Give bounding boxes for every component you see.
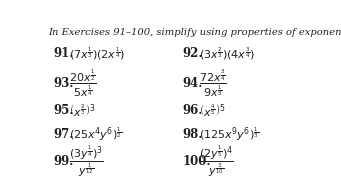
Text: $(7x^{\frac{1}{3}})(2x^{\frac{1}{4}})$: $(7x^{\frac{1}{3}})(2x^{\frac{1}{4}})$ [69,45,125,62]
Text: $\dfrac{72x^{\frac{3}{4}}}{9x^{\frac{1}{3}}}$: $\dfrac{72x^{\frac{3}{4}}}{9x^{\frac{1}{… [198,68,226,99]
Text: 93.: 93. [53,77,74,90]
Text: 94.: 94. [183,77,203,90]
Text: $(125x^{9}y^{6})^{\frac{1}{3}}$: $(125x^{9}y^{6})^{\frac{1}{3}}$ [198,126,259,143]
Text: $(25x^{4}y^{6})^{\frac{1}{2}}$: $(25x^{4}y^{6})^{\frac{1}{2}}$ [69,126,122,143]
Text: 100.: 100. [183,155,211,168]
Text: $\dfrac{(2y^{\frac{1}{5}})^{4}}{y^{\frac{3}{10}}}$: $\dfrac{(2y^{\frac{1}{5}})^{4}}{y^{\frac… [198,144,234,179]
Text: 91.: 91. [53,47,74,60]
Text: In Exercises 91–100, simplify using properties of exponents.: In Exercises 91–100, simplify using prop… [48,28,341,37]
Text: 99.: 99. [53,155,74,168]
Text: 92.: 92. [183,47,203,60]
Text: $\left(x^{\frac{2}{3}}\right)^{3}$: $\left(x^{\frac{2}{3}}\right)^{3}$ [69,103,96,119]
Text: $(3x^{\frac{2}{3}})(4x^{\frac{3}{4}})$: $(3x^{\frac{2}{3}})(4x^{\frac{3}{4}})$ [198,45,255,62]
Text: 96.: 96. [183,104,203,117]
Text: $\left(x^{\frac{4}{5}}\right)^{5}$: $\left(x^{\frac{4}{5}}\right)^{5}$ [198,103,225,119]
Text: 95.: 95. [53,104,74,117]
Text: $\dfrac{20x^{\frac{1}{2}}}{5x^{\frac{1}{4}}}$: $\dfrac{20x^{\frac{1}{2}}}{5x^{\frac{1}{… [69,68,97,99]
Text: $\dfrac{(3y^{\frac{1}{4}})^{3}}{y^{\frac{1}{12}}}$: $\dfrac{(3y^{\frac{1}{4}})^{3}}{y^{\frac… [69,144,104,179]
Text: 97.: 97. [53,128,74,141]
Text: 98.: 98. [183,128,203,141]
